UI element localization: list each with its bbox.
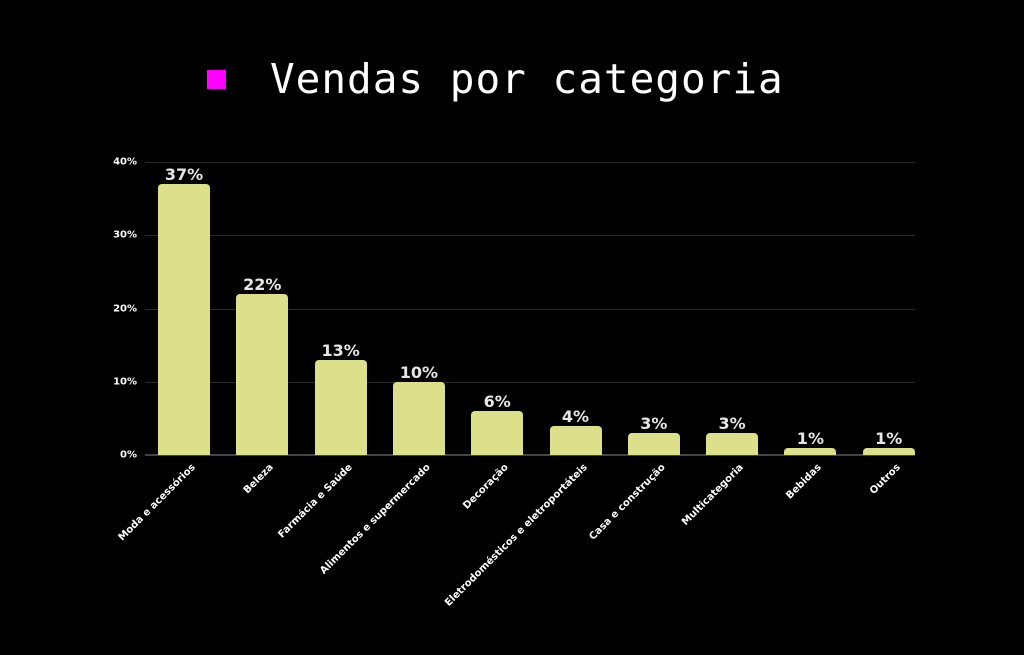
bar-value-label: 13% [321, 340, 360, 360]
bar-value-label: 22% [243, 274, 282, 294]
x-tick-label: Beleza [242, 462, 277, 497]
bar-value-label: 37% [164, 164, 204, 184]
y-tick-label: 0% [120, 449, 137, 461]
x-tick-label: Outros [867, 462, 903, 497]
bar-value-label: 1% [796, 428, 824, 448]
bar: 37% [158, 165, 210, 455]
bar: 10% [392, 363, 445, 455]
bar: 6% [471, 392, 524, 455]
legend-swatch [207, 69, 226, 89]
x-tick-label: Decoração [461, 462, 511, 512]
bar: 1% [784, 429, 837, 455]
y-tick-label: 30% [113, 229, 137, 241]
plot-area: 0% 10% 20% 30% 40% 37% 22% 13% 10% 6% 4% 3% 3% 1% 1% [113, 157, 915, 461]
x-tick-label: Farmácia e Saúde [275, 462, 355, 541]
x-axis-line [145, 454, 915, 456]
bar: 13% [314, 341, 367, 455]
bar: 1% [862, 429, 915, 455]
bar-value-label: 4% [561, 406, 590, 426]
bar: 4% [549, 407, 602, 455]
legend-label: Vendas por categoria [270, 55, 784, 103]
bar-value-label: 6% [483, 392, 511, 412]
bar: 3% [627, 414, 680, 455]
bar: 22% [236, 275, 289, 455]
x-tick-label: Bebidas [784, 462, 825, 502]
y-tick-label: 10% [113, 376, 137, 388]
gridline [145, 162, 915, 163]
x-tick-label: Multicategoria [680, 462, 746, 528]
y-tick-label: 20% [113, 303, 137, 314]
gridline [145, 235, 915, 237]
bar-value-label: 3% [718, 414, 746, 434]
bar: 3% [706, 414, 759, 455]
chart-legend: Vendas por categoria [207, 54, 784, 104]
x-tick-label: Moda e acessórios [116, 462, 198, 544]
x-tick-label: Eletrodomésticos e eletroportáteis [442, 462, 590, 609]
y-tick-label: 40% [113, 156, 137, 168]
x-tick-label: Casa e construção [587, 462, 668, 543]
bar-value-label: 3% [640, 414, 668, 434]
gridline [145, 308, 915, 310]
bar-value-label: 10% [399, 362, 439, 382]
gridline [145, 381, 915, 383]
bar-value-label: 1% [875, 428, 903, 448]
